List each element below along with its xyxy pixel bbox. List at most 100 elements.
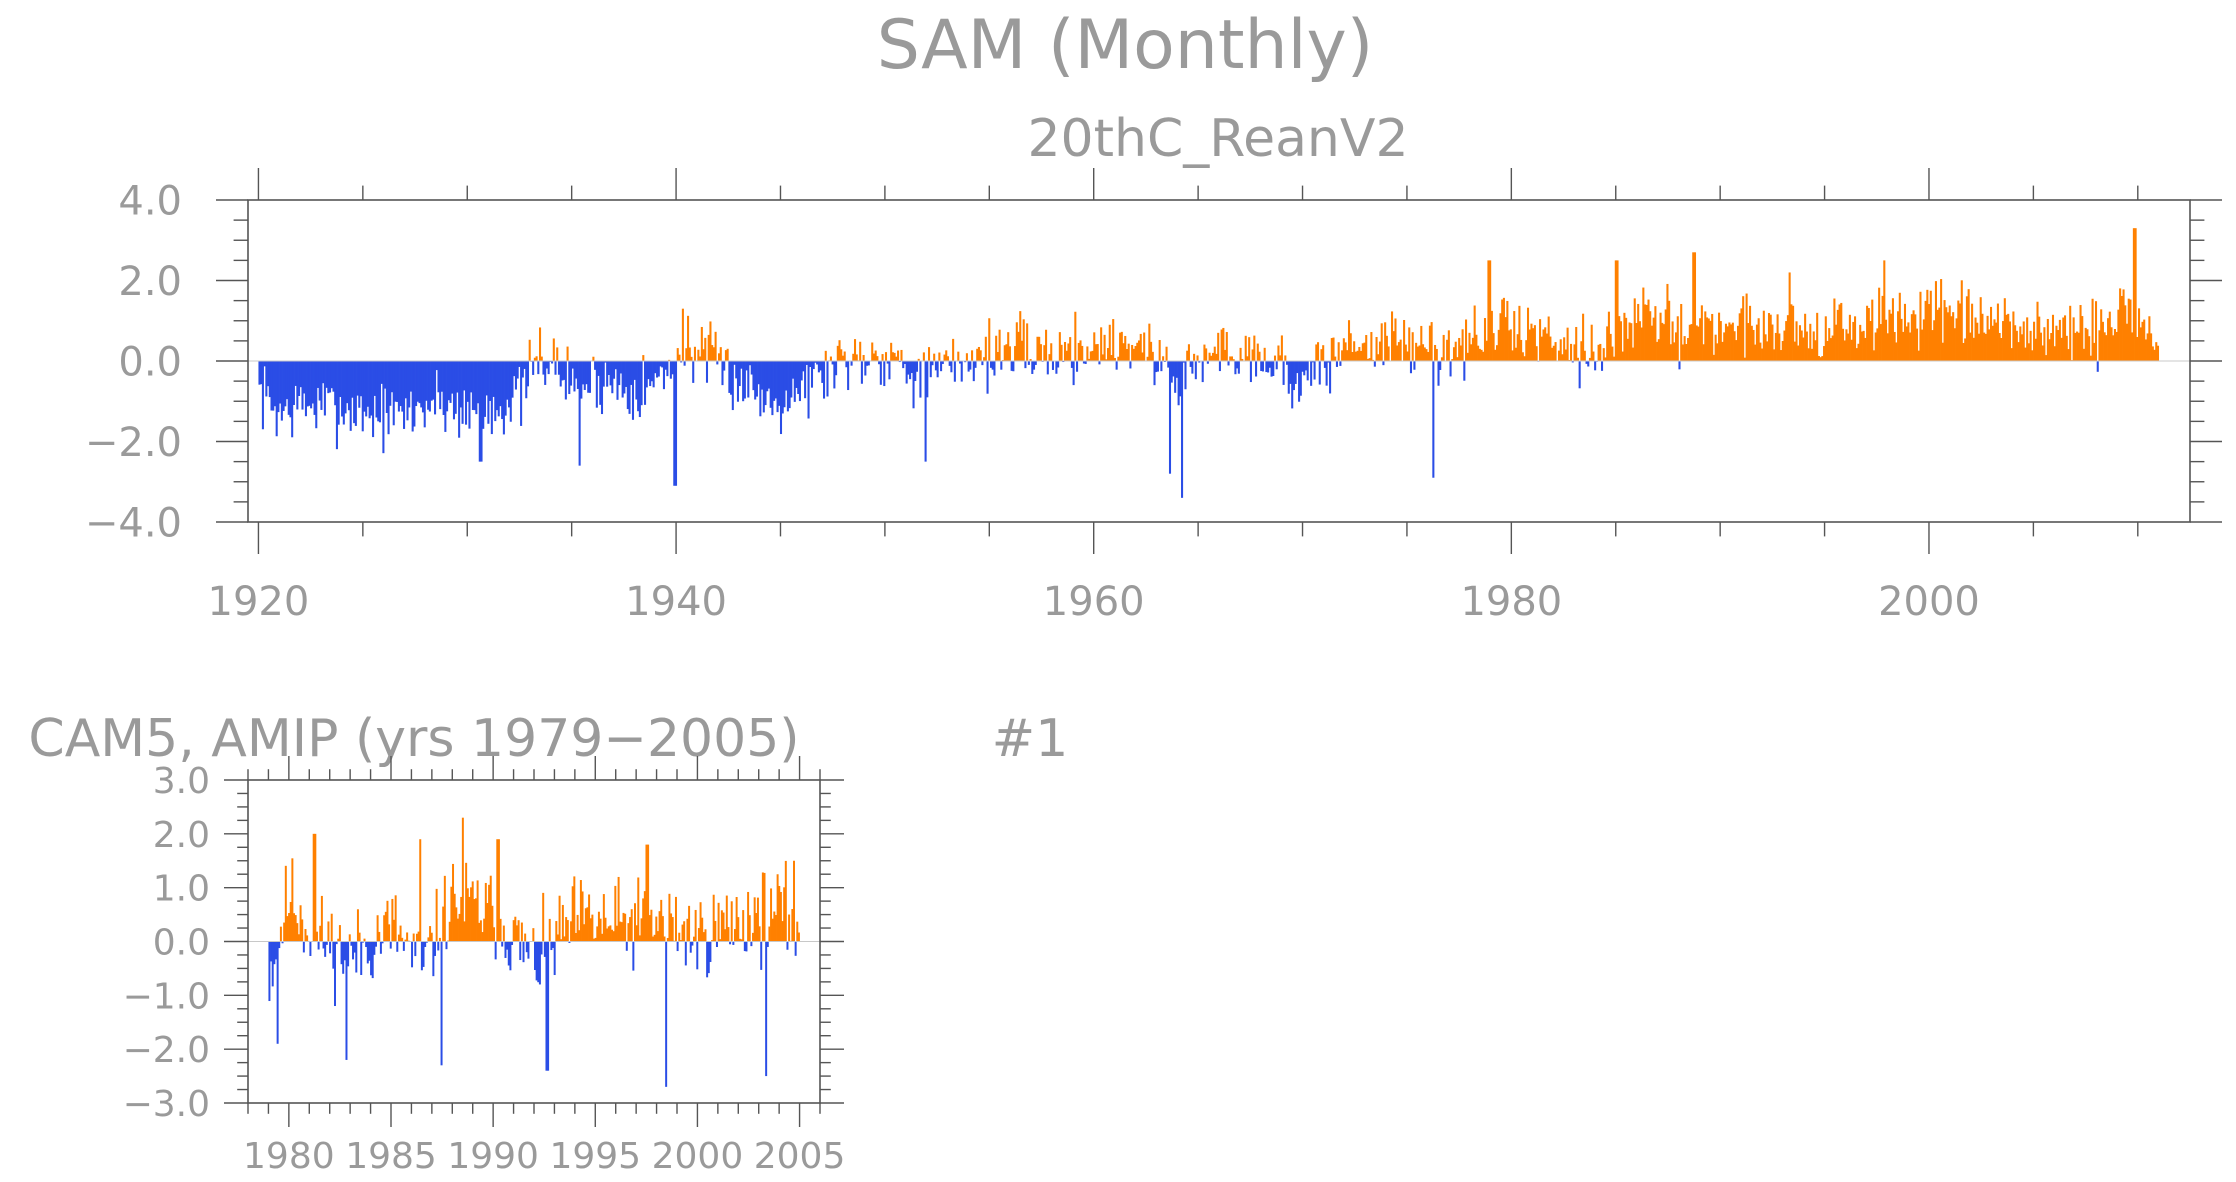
bar [793,861,795,942]
bar [1026,323,1028,361]
bar [562,905,564,942]
bar [760,942,762,970]
bar [993,361,995,376]
bar [704,929,706,941]
bar [541,942,543,955]
bar [1276,361,1278,369]
bar [1262,361,1264,371]
bar [565,361,567,399]
bar [883,361,885,386]
bar [349,934,351,941]
bar [445,942,447,950]
bar [589,361,591,393]
bar [318,942,320,950]
bar [706,361,708,383]
bar [1104,335,1106,361]
bar [1253,336,1255,361]
bar [1334,357,1336,361]
bar [861,361,863,384]
bar [278,942,280,949]
bar [518,920,520,941]
y-tick-label: 2.0 [153,815,210,856]
bar [306,935,308,941]
bar [334,942,336,1007]
bar [678,355,680,361]
bar [1166,347,1168,361]
bar [1226,332,1228,361]
bar [727,927,729,941]
y-tick-label: 4.0 [118,178,182,224]
bar [556,347,558,361]
bar [851,361,853,366]
bar [1128,344,1130,361]
bar [554,361,556,375]
bar [695,910,697,942]
bar [1050,343,1052,361]
bar [339,925,341,941]
bar [1086,346,1088,361]
bar [765,942,767,1077]
bar [309,942,311,956]
y-tick-label: −2.0 [85,420,182,466]
x-tick-label: 2005 [754,1136,846,1177]
bar [591,915,593,942]
y-tick-label: −4.0 [85,500,182,546]
bar [1439,361,1441,370]
bar [536,356,538,361]
bar [1098,361,1100,364]
bar [798,933,800,942]
bar [1567,328,1569,361]
bar [1202,361,1204,382]
bar [1448,330,1450,361]
bar [692,361,694,383]
bar [431,933,433,942]
bar [329,942,331,954]
bar [795,942,797,956]
bar [732,361,734,410]
bar [731,901,733,941]
bar [715,332,717,361]
bar [974,361,976,368]
x-tick-label: 1995 [549,1136,641,1177]
bar [1045,330,1047,361]
bar [1195,361,1197,379]
bar [1579,361,1581,388]
bar [737,917,739,941]
bar [1197,355,1199,361]
bar [916,361,918,372]
bar [301,919,303,941]
bar [437,942,439,951]
bar [626,942,628,951]
bar [559,896,561,942]
y-tick-label: −2.0 [123,1030,210,1071]
bar [691,942,693,946]
bar [523,942,525,963]
bar [665,942,667,1087]
bar [937,361,939,377]
bar [1097,344,1099,361]
bar [511,942,513,945]
bar [694,347,696,361]
bar [745,942,747,952]
bar [401,938,403,942]
bar [1205,348,1207,361]
bar [1284,355,1286,361]
run-label: #1 [992,709,1069,769]
bar [419,839,421,941]
bar [947,356,949,361]
bar [931,361,933,365]
bar [961,361,963,382]
bar [277,942,279,1044]
bar [950,361,952,372]
bar [1310,361,1312,386]
bar [436,889,438,942]
bar [509,942,511,971]
bar [567,920,569,941]
bar [969,361,971,370]
bar [764,873,766,942]
bar [1711,314,1713,361]
bar [493,927,495,941]
